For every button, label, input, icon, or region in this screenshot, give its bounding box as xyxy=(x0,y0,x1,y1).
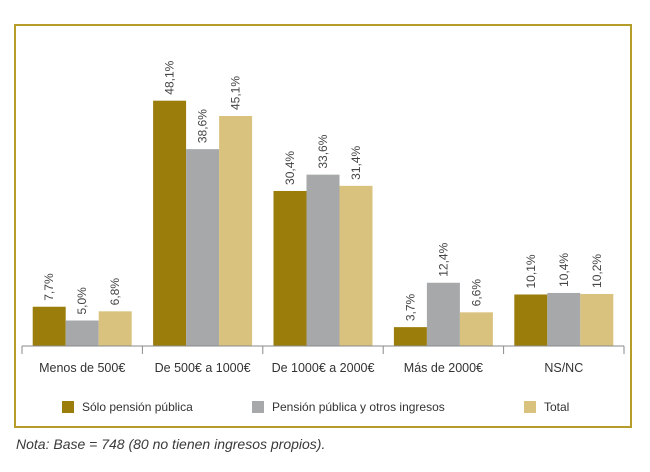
value-label: 5,0% xyxy=(75,287,89,315)
category-labels-group: Menos de 500€ De 500€ a 1000€ De 1000€ a 2… xyxy=(39,361,583,375)
bar xyxy=(219,115,253,347)
value-label: 10,2% xyxy=(590,254,604,288)
bar xyxy=(186,149,220,346)
bar xyxy=(547,292,581,346)
value-label: 30,4% xyxy=(283,151,297,185)
bar xyxy=(153,100,187,346)
category-label: Menos de 500€ xyxy=(39,361,125,375)
value-label: 10,4% xyxy=(557,253,571,287)
value-label: 31,4% xyxy=(349,146,363,180)
x-axis-ticks xyxy=(21,346,625,354)
category-label: De 1000€ a 2000€ xyxy=(272,361,375,375)
bar xyxy=(306,174,340,346)
value-label: 3,7% xyxy=(403,293,417,321)
bar xyxy=(32,306,66,346)
footnote: Nota: Base = 748 (80 no tienen ingresos … xyxy=(16,436,326,452)
bars-group xyxy=(32,100,614,347)
bar xyxy=(339,185,373,346)
value-label: 6,6% xyxy=(469,279,483,307)
bar xyxy=(514,294,548,346)
value-label: 33,6% xyxy=(316,134,330,168)
value-label: 48,1% xyxy=(163,60,177,94)
bar xyxy=(273,190,307,346)
legend: Sólo pensión pública Pensión pública y ot… xyxy=(62,400,569,414)
value-label: 6,8% xyxy=(108,278,122,306)
bar xyxy=(426,282,460,346)
value-labels-group: 7,7% 5,0% 6,8% 48,1% 38,6% 45,1% 30,4% 33,6% 31,… xyxy=(42,60,604,321)
legend-label: Pensión pública y otros ingresos xyxy=(272,400,445,414)
value-label: 12,4% xyxy=(436,242,450,276)
bar-chart: 7,7% 5,0% 6,8% 48,1% 38,6% 45,1% 30,4% 33,6% 31,… xyxy=(21,60,625,414)
category-label: Más de 2000€ xyxy=(404,361,483,375)
category-label: De 500€ a 1000€ xyxy=(155,361,251,375)
legend-swatch xyxy=(252,401,264,413)
category-label: NS/NC xyxy=(544,361,583,375)
legend-swatch xyxy=(62,401,74,413)
legend-label: Total xyxy=(544,400,569,414)
bar xyxy=(98,311,132,346)
bar xyxy=(65,320,99,346)
bar xyxy=(393,327,427,346)
value-label: 38,6% xyxy=(196,109,210,143)
legend-swatch xyxy=(524,401,536,413)
bar xyxy=(459,312,493,346)
legend-label: Sólo pensión pública xyxy=(82,400,193,414)
value-label: 10,1% xyxy=(524,254,538,288)
bar xyxy=(580,293,614,346)
chart-frame: 7,7% 5,0% 6,8% 48,1% 38,6% 45,1% 30,4% 33,6% 31,… xyxy=(14,24,632,428)
value-label: 45,1% xyxy=(229,76,243,110)
value-label: 7,7% xyxy=(42,273,56,301)
